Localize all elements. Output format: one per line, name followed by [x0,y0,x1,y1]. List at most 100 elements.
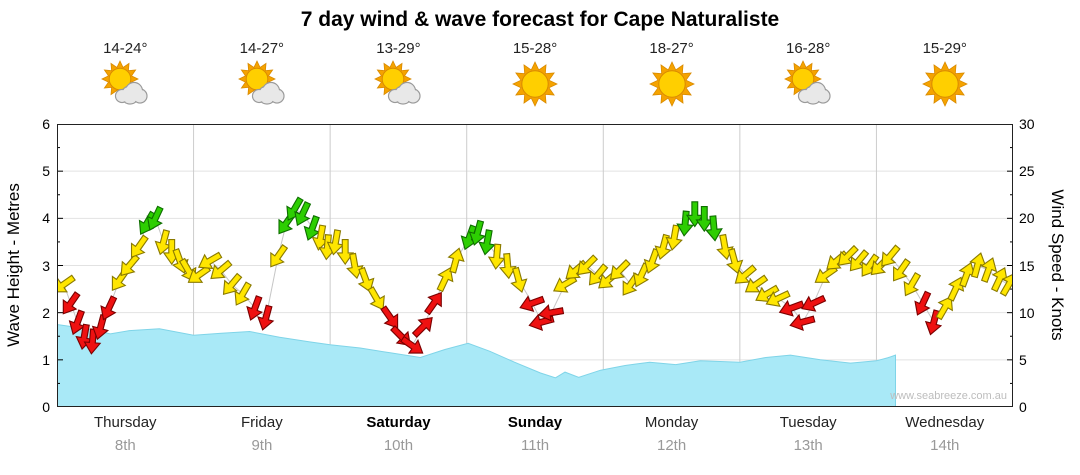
wind-arrow-yellow [903,271,922,297]
wind-arrow-yellow [222,272,243,296]
wind-arrow-red [257,304,275,331]
wind-axis-tick: 20 [1019,210,1035,227]
wind-arrow-yellow [765,290,791,308]
day-temp-range: 15-28° [512,40,558,57]
wind-arrow-yellow [744,274,769,293]
day-date: 10th [383,437,414,454]
wind-arrow-red [400,335,424,354]
sun-icon [921,61,968,107]
day-header: 16-28° [740,40,877,122]
wind-arrow-red [778,299,805,317]
wave-axis-tick: 3 [42,257,50,274]
wind-arrow-yellow [654,233,672,260]
plot-area: www.seabreeze.com.au [57,124,1013,407]
day-name: Wednesday [905,414,985,431]
wind-axis-title: Wind Speed - Knots [1048,189,1067,341]
day-labels: Thursday 8th Friday 9th Saturday 10th Sunday 11… [57,414,1013,454]
day-header: 14-24° [57,40,194,122]
wind-arrow-red [246,295,263,321]
wind-arrow-yellow [487,243,506,270]
wind-arrow-red [62,291,81,315]
day-name: Saturday [366,414,431,431]
wind-arrow-red [423,291,442,316]
wave-axis-tick: 6 [42,116,50,132]
wind-arrow-green [676,210,694,237]
wind-arrow-red [100,295,118,321]
day-header: 15-29° [876,40,1013,122]
wind-arrow-yellow [958,261,976,288]
day-date: 8th [114,437,136,454]
wind-arrow-yellow [849,249,870,272]
wind-arrow-green [303,215,321,241]
wind-arrow-yellow [57,274,76,293]
wind-arrow-yellow [980,257,998,283]
wind-axis-tick: 10 [1019,304,1035,321]
wave-axis-tick: 5 [42,163,50,180]
day-name: Monday [644,414,699,431]
wind-arrow-yellow [367,286,385,311]
wind-arrow-yellow [643,248,661,274]
wind-arrow-yellow [969,252,987,279]
wind-arrow-yellow [130,234,149,258]
wind-arrow-yellow [881,244,901,267]
wind-axis-tick: 25 [1019,163,1035,180]
day-date: 13th [793,437,823,454]
day-header: 15-28° [467,40,604,122]
wind-axis-tick: 0 [1019,399,1027,415]
wind-arrow-yellow [270,244,289,268]
wind-arrow-yellow [336,238,355,266]
sun-cloud-icon [237,60,285,105]
day-label: Sunday 11th [467,414,604,454]
day-date: 11th [520,437,550,454]
wind-arrow-yellow [632,262,650,288]
wind-arrow-red [537,304,565,322]
wind-arrow-red [519,295,546,312]
sun-cloud-icon [101,60,148,105]
day-temp-range: 14-27° [239,40,285,57]
wind-arrow-yellow [837,244,859,266]
wind-arrow-yellow [755,284,780,303]
sun-cloud-icon [374,60,422,105]
wind-arrow-yellow [734,264,757,284]
day-label: Friday 9th [194,414,331,454]
wave-axis-tick: 2 [42,304,50,321]
day-name: Thursday [94,414,157,431]
wind-arrow-yellow [447,247,465,274]
wind-arrow-green [478,229,496,256]
day-header: 14-27° [194,40,331,122]
wind-arrow-red [411,317,433,338]
wind-arrow-yellow [588,263,609,286]
day-label: Wednesday 14th [876,414,1013,454]
watermark: www.seabreeze.com.au [890,390,1007,402]
wind-arrow-green [695,205,714,233]
wind-axis-tick: 15 [1019,257,1035,274]
wave-height-area [57,324,1013,407]
wind-arrow-yellow [326,229,345,256]
day-headers: 14-24° 14-27° 13-29° 15-28° 18-27° 16-28° 15-2… [57,40,1013,122]
wave-height-line [57,324,1013,407]
day-label: Monday 12th [603,414,740,454]
day-date: 14th [930,437,960,454]
wind-arrow-yellow [665,224,683,251]
day-label: Saturday 10th [330,414,467,454]
wind-arrow-yellow [210,259,233,280]
day-temp-range: 18-27° [649,40,694,57]
wind-arrow-yellow [935,295,953,321]
wind-arrow-red [91,314,110,341]
day-date: 12th [657,437,687,454]
wind-arrow-yellow [154,229,172,256]
chart-title: 7 day wind & wave forecast for Cape Natu… [300,8,780,31]
day-temp-range: 15-29° [922,40,967,57]
wind-arrow-yellow [893,258,911,282]
sun-icon [512,61,558,107]
wave-axis-tick: 0 [42,399,50,415]
wind-arrow-yellow [510,266,528,293]
wind-arrow-red [914,290,932,316]
sun-cloud-icon [784,60,831,105]
wave-axis-tick: 4 [42,210,50,227]
wind-arrow-yellow [357,266,375,293]
wind-arrow-red [801,294,827,312]
day-temp-range: 14-24° [103,40,148,57]
day-header: 13-29° [330,40,467,122]
